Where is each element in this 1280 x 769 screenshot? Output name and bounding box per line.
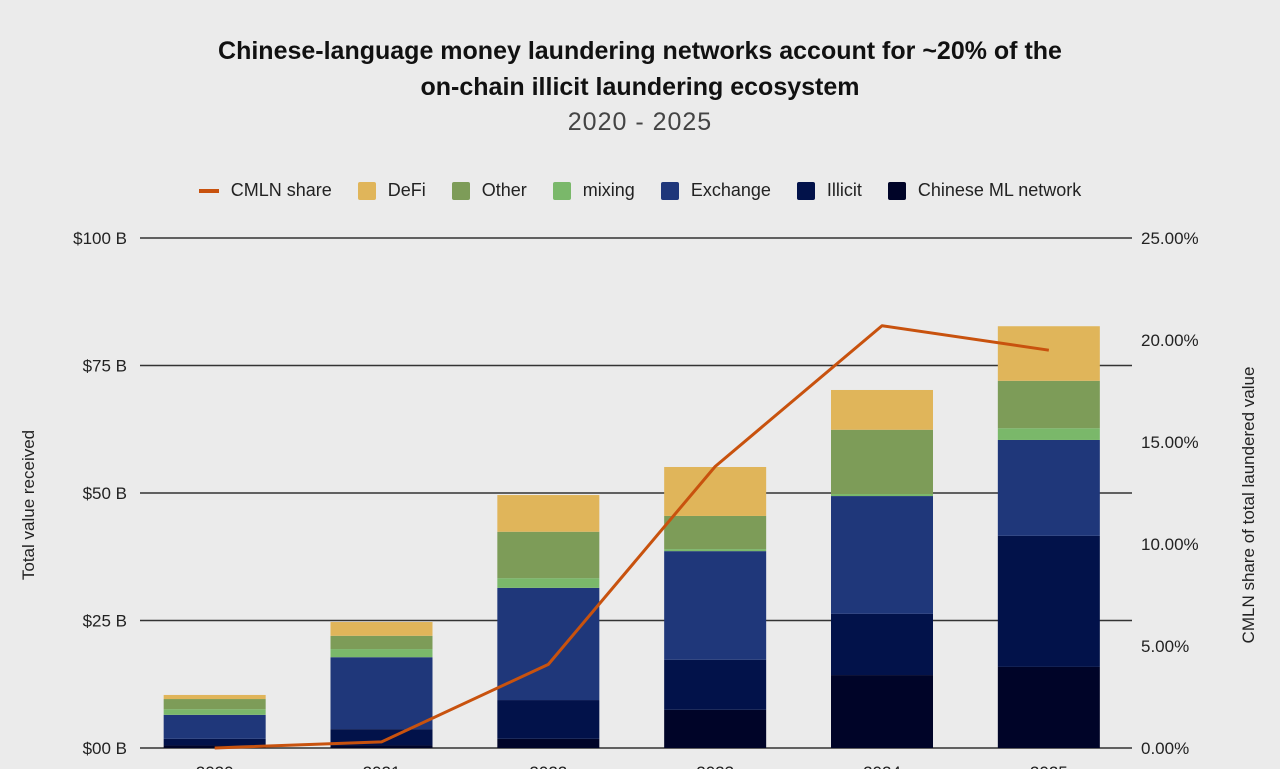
bar-segment-illicit [497, 700, 600, 739]
y-tick-label: $50 B [83, 484, 127, 503]
title-line-1: Chinese-language money laundering networ… [218, 37, 1062, 65]
legend-swatch [552, 181, 571, 200]
title-line-2: on-chain illicit laundering ecosystem [420, 73, 860, 101]
bar-segment-exchange [330, 657, 433, 730]
y2-tick-label: 25.00% [1141, 229, 1199, 248]
legend-item: Illicit [796, 180, 862, 201]
bar-segment-defi [163, 694, 266, 700]
legend-label: DeFi [387, 180, 426, 200]
legend-swatch [198, 188, 219, 193]
bar-segment-mixing [664, 549, 767, 552]
bar-segment-exchange [664, 551, 767, 660]
bar-segment-chinese-ml-network [997, 666, 1100, 748]
legend-item: CMLN share [198, 180, 332, 201]
bar-segment-illicit [163, 738, 266, 746]
bar-segment-exchange [163, 714, 266, 739]
bar-segment-exchange [997, 439, 1100, 536]
legend-item: Other [451, 180, 527, 201]
bar-segment-mixing [163, 709, 266, 715]
legend-item: DeFi [357, 180, 426, 201]
y-tick-label: $25 B [83, 612, 127, 631]
bar-segment-chinese-ml-network [497, 738, 600, 748]
legend-label: Other [481, 180, 527, 200]
bar-segment-other [497, 531, 600, 579]
bar-segment-defi [831, 389, 933, 430]
y-tick-label: $75 B [83, 357, 127, 376]
y2-tick-label: 15.00% [1141, 433, 1199, 452]
bar-segment-exchange [831, 496, 933, 614]
bar-segment-mixing [831, 494, 933, 497]
y2-tick-label: 10.00% [1141, 535, 1199, 554]
bar-segment-defi [497, 495, 600, 532]
y2-tick-label: 5.00% [1141, 637, 1189, 656]
bar-segment-mixing [997, 428, 1100, 440]
legend-item: mixing [552, 180, 635, 201]
bar-segment-illicit [831, 613, 933, 676]
x-tick-label: 2024 [863, 763, 901, 769]
bar-segment-defi [330, 622, 433, 636]
legend-label: Exchange [690, 180, 771, 200]
x-tick-label: 2022 [529, 763, 567, 769]
legend-swatch [796, 181, 815, 200]
bar-segment-other [163, 699, 266, 710]
x-tick-label: 2020 [196, 763, 234, 769]
y-tick-label: $00 B [83, 739, 127, 758]
x-tick-label: 2021 [363, 763, 401, 769]
bar-segment-other [997, 380, 1100, 429]
bar-segment-chinese-ml-network [831, 675, 933, 748]
x-tick-label: 2023 [696, 763, 734, 769]
legend-swatch [357, 181, 376, 200]
chart-subtitle: 2020 - 2025 [567, 108, 713, 136]
bar-segment-other [831, 429, 933, 495]
legend-label: Illicit [826, 180, 862, 200]
x-tick-label: 2025 [1030, 763, 1068, 769]
legend-swatch [660, 181, 679, 200]
legend: CMLN share DeFi Other mixing Exchange Illicit… [0, 180, 1280, 201]
bar-segment-illicit [664, 659, 767, 710]
bar-segment-mixing [330, 649, 433, 658]
cmln-share-line [214, 324, 1050, 750]
y-tick-label: $100 B [73, 229, 127, 248]
bar-segment-illicit [997, 535, 1100, 667]
bar-segment-chinese-ml-network [664, 709, 767, 748]
legend-label: CMLN share [230, 180, 332, 200]
chart-title: Chinese-language money laundering networ… [0, 33, 1280, 105]
bar-segment-defi [997, 326, 1100, 381]
y2-tick-label: 0.00% [1141, 739, 1189, 758]
legend-item: Exchange [660, 180, 771, 201]
y2-axis-label: CMLN share of total laundered value [1239, 367, 1258, 644]
legend-item: Chinese ML network [887, 180, 1082, 201]
legend-swatch [887, 181, 906, 200]
legend-swatch [451, 181, 470, 200]
bar-segment-exchange [497, 587, 600, 701]
bar-segment-other [330, 635, 433, 650]
legend-label: Chinese ML network [917, 180, 1082, 200]
y2-tick-label: 20.00% [1141, 331, 1199, 350]
y-axis-label: Total value received [19, 430, 38, 580]
bar-segment-other [664, 515, 767, 550]
legend-label: mixing [582, 180, 635, 200]
bar-segment-mixing [497, 578, 600, 588]
bar-segment-chinese-ml-network [330, 745, 433, 748]
